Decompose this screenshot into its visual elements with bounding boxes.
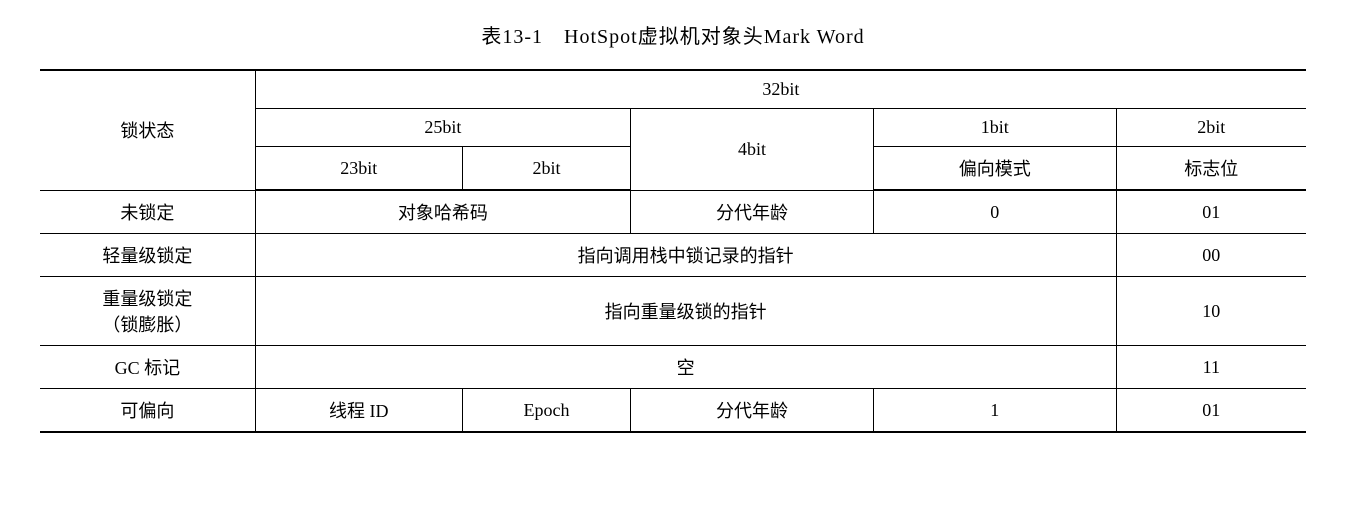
table-row: 轻量级锁定 指向调用栈中锁记录的指针 00	[40, 234, 1306, 277]
hdr-2bit: 2bit	[1116, 109, 1306, 147]
table-row: 可偏向 线程 ID Epoch 分代年龄 1 01	[40, 389, 1306, 433]
cell-flag: 11	[1116, 346, 1306, 389]
hdr-flag-bits: 标志位	[1116, 147, 1306, 191]
cell-age: 分代年龄	[631, 190, 874, 234]
table-caption: 表13-1 HotSpot虚拟机对象头Mark Word	[40, 20, 1306, 49]
row-label-biasable: 可偏向	[40, 389, 255, 433]
hdr-1bit: 1bit	[873, 109, 1116, 147]
cell-bias: 1	[873, 389, 1116, 433]
row-label-unlocked: 未锁定	[40, 190, 255, 234]
table-row: 重量级锁定 （锁膨胀） 指向重量级锁的指针 10	[40, 277, 1306, 346]
cell-ptr-gc: 空	[255, 346, 1116, 389]
cell-flag: 01	[1116, 190, 1306, 234]
cell-age: 分代年龄	[631, 389, 874, 433]
hdr-25bit: 25bit	[255, 109, 630, 147]
cell-epoch: Epoch	[462, 389, 630, 433]
cell-ptr-heavy: 指向重量级锁的指针	[255, 277, 1116, 346]
cell-flag: 01	[1116, 389, 1306, 433]
hdr-23bit: 23bit	[255, 147, 462, 191]
hdr-sub2bit: 2bit	[462, 147, 630, 191]
row-label-light: 轻量级锁定	[40, 234, 255, 277]
cell-flag: 00	[1116, 234, 1306, 277]
cell-tid: 线程 ID	[255, 389, 462, 433]
hdr-lock-state: 锁状态	[40, 70, 255, 190]
table-row: 未锁定 对象哈希码 分代年龄 0 01	[40, 190, 1306, 234]
row-label-gc: GC 标记	[40, 346, 255, 389]
row-label-heavy: 重量级锁定 （锁膨胀）	[40, 277, 255, 346]
cell-flag: 10	[1116, 277, 1306, 346]
hdr-bias-mode: 偏向模式	[873, 147, 1116, 191]
hdr-32bit: 32bit	[255, 70, 1306, 109]
markword-table: 锁状态 32bit 25bit 4bit 1bit 2bit 23bit 2bi…	[40, 69, 1306, 433]
table-row: GC 标记 空 11	[40, 346, 1306, 389]
hdr-4bit: 4bit	[631, 109, 874, 191]
cell-ptr-light: 指向调用栈中锁记录的指针	[255, 234, 1116, 277]
cell-hash: 对象哈希码	[255, 190, 630, 234]
cell-bias: 0	[873, 190, 1116, 234]
